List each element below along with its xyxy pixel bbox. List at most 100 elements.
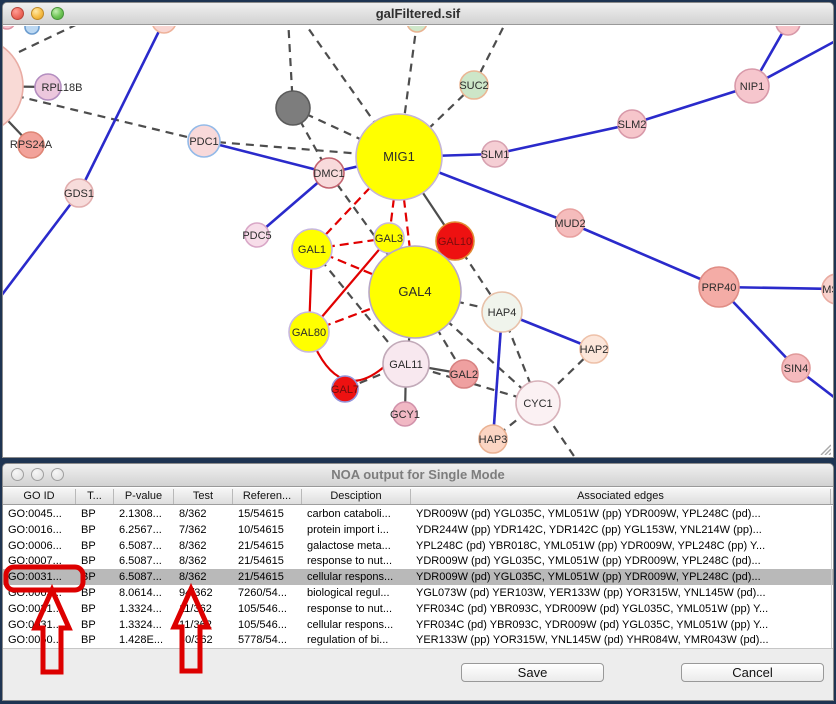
noa-window-titlebar[interactable]: NOA output for Single Mode bbox=[3, 464, 833, 487]
node-unlabeled[interactable] bbox=[24, 26, 40, 35]
node-GAL11[interactable] bbox=[382, 340, 430, 388]
node-label-MSI: MSI bbox=[822, 284, 833, 296]
node-label-GCY1: GCY1 bbox=[390, 409, 420, 421]
node-GAL1[interactable] bbox=[291, 228, 333, 270]
table-cell: 10/54615 bbox=[238, 523, 284, 536]
table-cell: GO:0031... bbox=[8, 571, 62, 584]
node-RPL18B[interactable] bbox=[34, 73, 62, 101]
column-header-2[interactable]: T... bbox=[76, 489, 114, 504]
minimize-button[interactable] bbox=[31, 7, 44, 20]
node-HAP4[interactable] bbox=[481, 291, 523, 333]
node-GAL7[interactable] bbox=[331, 375, 359, 403]
node-GCY1[interactable] bbox=[392, 401, 418, 427]
table-cell: 6.2567... bbox=[119, 523, 162, 536]
node-MUD2[interactable] bbox=[555, 208, 585, 238]
table-cell: 7260/54... bbox=[238, 586, 287, 599]
close-button[interactable] bbox=[11, 7, 24, 20]
network-window-titlebar[interactable]: galFiltered.sif bbox=[3, 3, 833, 25]
noa-output-window: NOA output for Single Mode GO ID T... P-va… bbox=[2, 463, 834, 701]
network-edge bbox=[491, 311, 504, 440]
table-cell: YDR244W (pp) YDR142C, YDR142C (pp) YGL15… bbox=[416, 523, 762, 536]
minimize-button-inactive[interactable] bbox=[31, 468, 44, 481]
node-PRP40[interactable] bbox=[698, 266, 740, 308]
node-SLM1[interactable] bbox=[481, 140, 509, 168]
network-window-title: galFiltered.sif bbox=[375, 6, 461, 21]
table-cell: GO:0031... bbox=[8, 602, 62, 615]
column-header-6[interactable]: Desciption bbox=[302, 489, 411, 504]
node-label-GAL7: GAL7 bbox=[331, 384, 359, 396]
node-SUC2[interactable] bbox=[459, 70, 489, 100]
node-label-GAL1: GAL1 bbox=[298, 244, 326, 256]
node-SIN4[interactable] bbox=[781, 353, 811, 383]
table-row[interactable]: GO:0045... BP 2.1308... 8/362 15/54615 carbon… bbox=[3, 506, 833, 522]
node-HAP3[interactable] bbox=[478, 424, 508, 454]
node-label-SLM1: SLM1 bbox=[481, 149, 510, 161]
table-cell: YDR009W (pd) YGL035C, YML051W (pp) YDR00… bbox=[416, 571, 761, 584]
table-row[interactable]: GO:0031... BP 1.3324... 11/362 105/546... cel… bbox=[3, 617, 833, 633]
table-cell: GO:0007... bbox=[8, 555, 62, 568]
table-cell: biological regul... bbox=[307, 586, 390, 599]
table-cell: BP bbox=[81, 571, 96, 584]
node-GAL3[interactable] bbox=[373, 222, 405, 254]
node-unlabeled[interactable] bbox=[3, 26, 15, 30]
node-unlabeled[interactable] bbox=[152, 26, 176, 34]
table-cell: BP bbox=[81, 555, 96, 568]
node-label-CYC1: CYC1 bbox=[523, 398, 552, 410]
table-cell: 2.1308... bbox=[119, 508, 162, 520]
node-unlabeled[interactable] bbox=[3, 38, 24, 134]
zoom-button[interactable] bbox=[51, 7, 64, 20]
node-unlabeled[interactable] bbox=[275, 90, 311, 126]
node-PDC5[interactable] bbox=[244, 222, 270, 248]
node-HAP2[interactable] bbox=[579, 334, 609, 364]
table-cell: 1.3324... bbox=[119, 618, 162, 631]
node-MIG1[interactable] bbox=[355, 113, 443, 201]
node-GAL2[interactable] bbox=[449, 359, 479, 389]
node-unlabeled[interactable] bbox=[775, 26, 801, 36]
cancel-button[interactable]: Cancel bbox=[681, 663, 824, 682]
table-row[interactable]: GO:0006... BP 6.5087... 8/362 21/54615 galact… bbox=[3, 538, 833, 554]
zoom-button-inactive[interactable] bbox=[51, 468, 64, 481]
node-GDS1[interactable] bbox=[64, 178, 94, 208]
column-header-1[interactable]: GO ID bbox=[3, 489, 76, 504]
column-header-7[interactable]: Associated edges bbox=[411, 489, 831, 504]
table-cell: 80/362 bbox=[179, 634, 213, 647]
node-CYC1[interactable] bbox=[515, 380, 561, 426]
close-button-inactive[interactable] bbox=[11, 468, 24, 481]
table-cell: 105/546... bbox=[238, 618, 287, 631]
column-header-4[interactable]: Test bbox=[174, 489, 233, 504]
resize-grip[interactable] bbox=[818, 442, 831, 455]
table-cell: BP bbox=[81, 634, 96, 647]
column-header-5[interactable]: Referen... bbox=[233, 489, 302, 504]
table-cell: 8/362 bbox=[179, 508, 207, 520]
table-row[interactable]: GO:0016... BP 6.2567... 7/362 10/54615 protei… bbox=[3, 522, 833, 538]
network-canvas[interactable]: RPL18B RPS24A GDS1 PDC1 DMC1 MIG1 SUC2 SLM1 SLM2… bbox=[3, 26, 833, 458]
node-unlabeled[interactable] bbox=[406, 26, 428, 33]
node-GAL4[interactable] bbox=[368, 245, 462, 339]
node-GAL80[interactable] bbox=[288, 311, 330, 353]
node-DMC1[interactable] bbox=[313, 157, 345, 189]
table-row[interactable]: GO:0050... BP 1.428E... 80/362 5778/54... reg… bbox=[3, 632, 833, 648]
node-GAL10[interactable] bbox=[435, 221, 475, 261]
table-cell: carbon cataboli... bbox=[307, 508, 391, 520]
node-SLM2[interactable] bbox=[617, 109, 647, 139]
node-label-GAL4: GAL4 bbox=[398, 284, 431, 299]
node-label-DMC1: DMC1 bbox=[313, 168, 344, 180]
table-cell: GO:0016... bbox=[8, 523, 62, 536]
save-button[interactable]: Save bbox=[461, 663, 604, 682]
node-label-GAL3: GAL3 bbox=[375, 233, 403, 245]
table-cell: 94/362 bbox=[179, 586, 213, 599]
table-row[interactable]: GO:0031... BP 6.5087... 8/362 21/54615 cellul… bbox=[3, 569, 833, 585]
node-MSI[interactable] bbox=[821, 273, 833, 305]
network-edge bbox=[311, 248, 407, 365]
table-row[interactable]: GO:0031... BP 1.3324... 11/362 105/546... res… bbox=[3, 601, 833, 617]
column-header-3[interactable]: P-value bbox=[114, 489, 174, 504]
table-row[interactable]: GO:0065... BP 8.0614... 94/362 7260/54... bio… bbox=[3, 585, 833, 601]
table-row[interactable]: GO:0007... BP 6.5087... 8/362 21/54615 respon… bbox=[3, 553, 833, 569]
table-header[interactable]: GO ID T... P-value Test Referen... Desciption… bbox=[3, 488, 833, 505]
node-NIP1[interactable] bbox=[734, 68, 770, 104]
table-cell: 21/54615 bbox=[238, 539, 284, 552]
noa-window-title: NOA output for Single Mode bbox=[331, 467, 505, 482]
node-PDC1[interactable] bbox=[187, 124, 221, 158]
network-edge bbox=[203, 139, 400, 159]
node-RPS24A[interactable] bbox=[17, 131, 45, 159]
